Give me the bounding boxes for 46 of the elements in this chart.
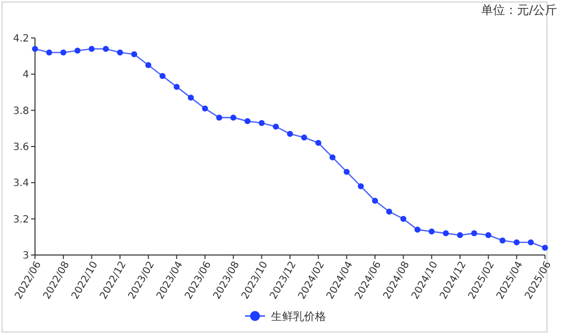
legend-label: 生鲜乳价格 bbox=[271, 310, 326, 323]
point bbox=[216, 114, 222, 121]
y-tick-label: 3.2 bbox=[13, 214, 29, 226]
y-tick-label: 3.8 bbox=[13, 106, 29, 117]
point bbox=[160, 72, 166, 79]
y-tick-label: 4 bbox=[22, 70, 29, 81]
point bbox=[287, 130, 293, 137]
point bbox=[344, 168, 350, 175]
point bbox=[102, 46, 109, 52]
point bbox=[230, 114, 236, 121]
point bbox=[117, 49, 123, 56]
point bbox=[301, 134, 308, 140]
point bbox=[244, 118, 250, 124]
point bbox=[542, 244, 548, 251]
point bbox=[88, 46, 95, 52]
point bbox=[442, 230, 449, 236]
point bbox=[272, 124, 279, 130]
point bbox=[258, 120, 265, 126]
y-tick-label: 3 bbox=[22, 250, 29, 262]
point bbox=[145, 62, 152, 68]
point bbox=[428, 228, 435, 234]
point bbox=[514, 239, 520, 246]
point bbox=[46, 49, 52, 56]
point bbox=[386, 208, 392, 215]
point bbox=[414, 226, 420, 233]
point bbox=[500, 238, 506, 244]
point bbox=[330, 154, 336, 160]
y-tick-label: 3.6 bbox=[13, 142, 29, 153]
point bbox=[400, 216, 406, 222]
text: 单位：元/公斤 bbox=[480, 3, 557, 17]
point bbox=[372, 198, 378, 204]
point bbox=[358, 183, 364, 190]
point bbox=[60, 49, 66, 56]
point bbox=[131, 51, 138, 58]
point bbox=[315, 140, 322, 146]
point bbox=[457, 232, 463, 238]
point bbox=[471, 230, 478, 236]
point bbox=[32, 46, 38, 52]
point bbox=[174, 84, 180, 90]
y-tick-label: 3.4 bbox=[13, 178, 29, 190]
point bbox=[74, 48, 80, 54]
point bbox=[485, 232, 492, 238]
point bbox=[202, 106, 208, 112]
point bbox=[188, 94, 194, 101]
y-tick-label: 4.2 bbox=[13, 34, 29, 44]
point bbox=[528, 239, 534, 246]
